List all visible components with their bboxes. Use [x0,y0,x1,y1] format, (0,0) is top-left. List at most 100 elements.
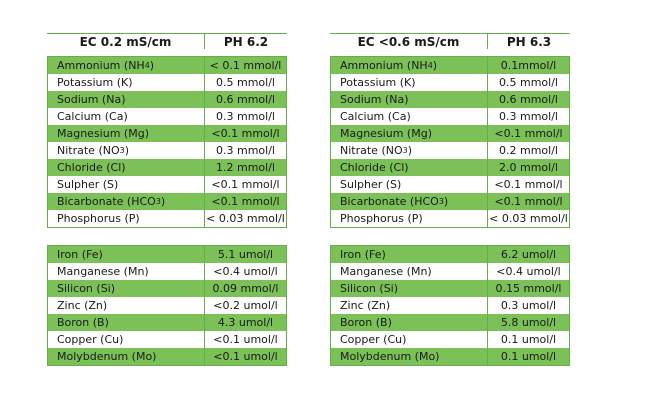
table-row: Chloride (Cl) 1.2 mmol/l [48,159,286,176]
left-macro-table: Ammonium (NH 4) < 0.1 mmol/l Potassium (K) 0… [47,56,287,228]
element-value: <0.1 umol/l [213,350,278,363]
element-name-tail: ) [124,144,130,157]
table-row: Manganese (Mn) <0.4 umol/l [331,263,569,280]
table-row: Ammonium (NH 4) < 0.1 mmol/l [48,57,286,74]
element-value: 6.2 umol/l [500,248,557,261]
element-value: 0.6 mmol/l [499,93,558,106]
table-row: Molybdenum (Mo) 0.1 umol/l [331,348,569,365]
element-value: <0.1 mmol/l [211,178,280,191]
element-name: Sulpher (S) [48,176,205,193]
element-value: < 0.03 mmol/l [206,212,285,225]
element-name-text: Magnesium (Mg) [57,127,149,140]
element-name-text: Calcium (Ca) [57,110,128,123]
right-ph-label: PH 6.3 [506,34,552,49]
element-name-text: Potassium (K) [57,76,133,89]
element-name-text: Nitrate (NO [57,144,120,157]
element-name: Potassium (K) [331,74,488,91]
element-value: 0.3 mmol/l [216,110,275,123]
element-name: Nitrate (NO 3) [331,142,488,159]
table-row: Zinc (Zn) 0.3 umol/l [331,297,569,314]
element-name-tail: ) [443,195,449,208]
table-row: Sodium (Na) 0.6 mmol/l [331,91,569,108]
table-row: Calcium (Ca) 0.3 mmol/l [48,108,286,125]
table-row: Ammonium (NH 4) 0.1mmol/l [331,57,569,74]
element-value: 0.5 mmol/l [499,76,558,89]
table-row: Potassium (K) 0.5 mmol/l [48,74,286,91]
element-name: Silicon (Si) [48,280,205,297]
element-value: 0.3 mmol/l [499,110,558,123]
element-name-text: Boron (B) [57,316,109,329]
table-row: Manganese (Mn) <0.4 umol/l [48,263,286,280]
table-row: Bicarbonate (HCO 3) <0.1 mmol/l [331,193,569,210]
element-value: 0.15 mmol/l [495,282,562,295]
subscript: 3 [155,197,161,206]
element-name: Phosphorus (P) [48,210,205,227]
right-ec-label: EC <0.6 mS/cm [330,34,488,49]
element-name: Calcium (Ca) [48,108,205,125]
table-row: Bicarbonate (HCO 3) <0.1 mmol/l [48,193,286,210]
table-row: Phosphorus (P) < 0.03 mmol/l [331,210,569,227]
right-header: EC <0.6 mS/cm PH 6.3 [330,33,570,49]
subscript: 3 [119,146,125,155]
element-value: 0.1 umol/l [500,333,557,346]
element-value: 5.8 umol/l [500,316,557,329]
element-name-text: Boron (B) [340,316,392,329]
element-name: Calcium (Ca) [331,108,488,125]
element-name: Ammonium (NH 4) [331,57,488,74]
element-value: < 0.03 mmol/l [489,212,568,225]
element-name: Zinc (Zn) [48,297,205,314]
element-value: 2.0 mmol/l [499,161,558,174]
table-row: Copper (Cu) <0.1 umol/l [48,331,286,348]
element-value: <0.1 mmol/l [494,195,563,208]
element-name: Magnesium (Mg) [331,125,488,142]
element-name-text: Copper (Cu) [57,333,124,346]
element-name: Manganese (Mn) [331,263,488,280]
table-row: Nitrate (NO 3) 0.2 mmol/l [331,142,569,159]
table-row: Zinc (Zn) <0.2 umol/l [48,297,286,314]
element-name-tail: ) [160,195,166,208]
table-row: Boron (B) 5.8 umol/l [331,314,569,331]
element-value: 0.5 mmol/l [216,76,275,89]
element-name-text: Bicarbonate (HCO [57,195,156,208]
element-name: Copper (Cu) [331,331,488,348]
element-name-text: Molybdenum (Mo) [57,350,157,363]
subscript: 3 [402,146,408,155]
element-name: Boron (B) [48,314,205,331]
element-value: <0.1 mmol/l [494,178,563,191]
element-value: 0.1mmol/l [500,59,557,72]
element-name: Sodium (Na) [48,91,205,108]
element-value: 0.3 umol/l [500,299,557,312]
table-row: Potassium (K) 0.5 mmol/l [331,74,569,91]
element-name-text: Sulpher (S) [340,178,402,191]
element-value: 0.2 mmol/l [499,144,558,157]
element-name: Molybdenum (Mo) [48,348,205,365]
element-value: 0.1 umol/l [500,350,557,363]
table-row: Phosphorus (P) < 0.03 mmol/l [48,210,286,227]
table-row: Magnesium (Mg) <0.1 mmol/l [331,125,569,142]
element-name-text: Manganese (Mn) [57,265,149,278]
element-value: <0.1 umol/l [213,333,278,346]
element-name: Boron (B) [331,314,488,331]
element-name: Ammonium (NH 4) [48,57,205,74]
element-name-text: Chloride (Cl) [340,161,409,174]
element-value: <0.1 mmol/l [211,195,280,208]
table-row: Sulpher (S) <0.1 mmol/l [331,176,569,193]
element-name: Phosphorus (P) [331,210,488,227]
element-value: 4.3 umol/l [217,316,274,329]
subscript: 4 [144,61,150,70]
element-name-text: Bicarbonate (HCO [340,195,439,208]
element-name-text: Sulpher (S) [57,178,119,191]
element-name: Nitrate (NO 3) [48,142,205,159]
element-value: <0.4 umol/l [496,265,561,278]
element-value: 0.3 mmol/l [216,144,275,157]
element-value: <0.1 mmol/l [211,127,280,140]
table-row: Boron (B) 4.3 umol/l [48,314,286,331]
element-name: Zinc (Zn) [331,297,488,314]
table-row: Calcium (Ca) 0.3 mmol/l [331,108,569,125]
table-row: Magnesium (Mg) <0.1 mmol/l [48,125,286,142]
subscript: 4 [427,61,433,70]
left-ph-label: PH 6.2 [223,34,269,49]
element-name: Manganese (Mn) [48,263,205,280]
element-name-tail: ) [149,59,155,72]
element-name-text: Chloride (Cl) [57,161,126,174]
